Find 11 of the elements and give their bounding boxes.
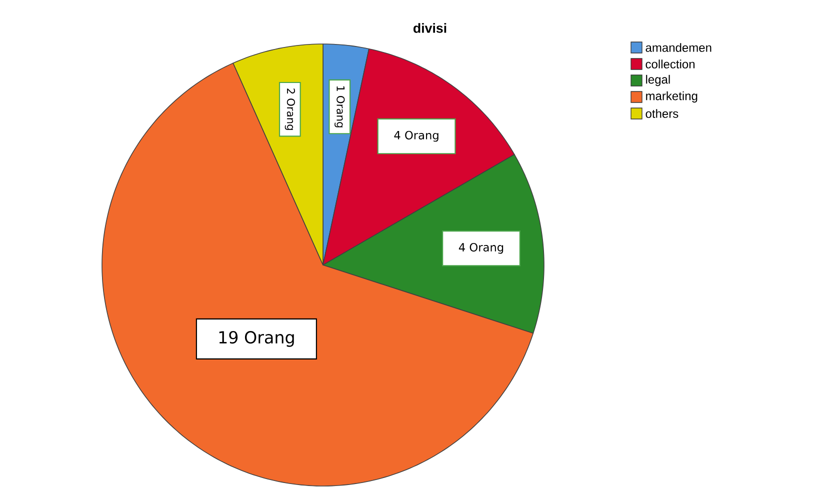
data-label: 4 Orang: [394, 130, 438, 142]
chart-title: divisi: [414, 23, 446, 33]
legend-label: others: [646, 109, 678, 118]
data-label: 1 Orang: [334, 86, 345, 128]
data-label: 4 Orang: [458, 242, 504, 254]
legend-label: amandemen: [646, 43, 712, 52]
legend-label: marketing: [646, 91, 698, 103]
legend-label: legal: [646, 74, 670, 86]
data-label: 2 Orang: [284, 88, 295, 130]
data-label: 19 Orang: [219, 330, 294, 347]
legend-label: collection: [646, 60, 695, 68]
